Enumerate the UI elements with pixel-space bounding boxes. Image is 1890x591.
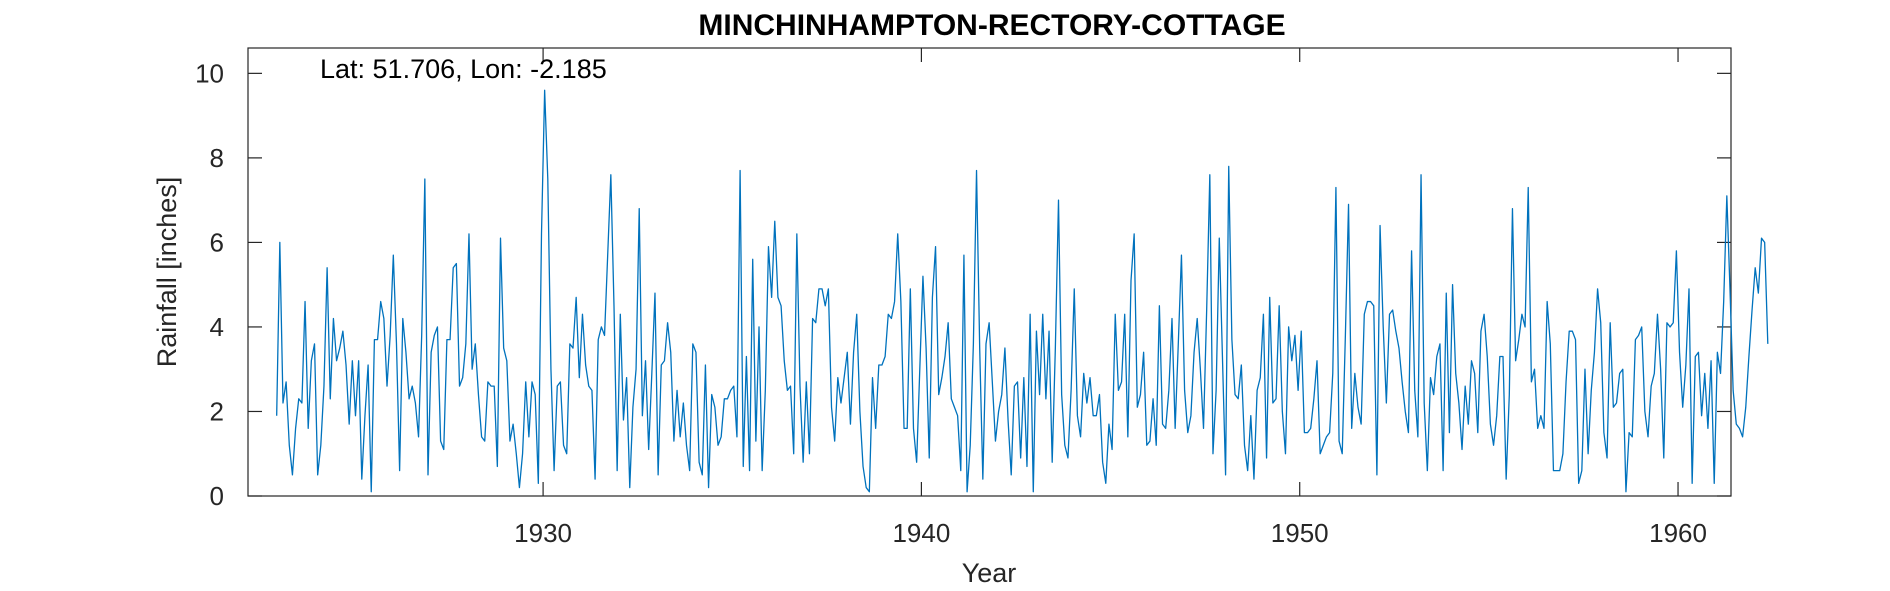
rainfall-series-line (276, 89, 1769, 493)
y-tick-label: 8 (210, 143, 224, 173)
y-ticks: 0 2 4 6 8 10 (195, 58, 1731, 511)
x-tick-label: 1950 (1271, 518, 1329, 548)
x-ticks: 1930 1940 1950 1960 (514, 48, 1707, 548)
y-tick-label: 6 (210, 227, 224, 257)
x-tick-label: 1930 (514, 518, 572, 548)
x-axis-label: Year (962, 558, 1017, 588)
x-tick-label: 1940 (892, 518, 950, 548)
x-tick-label: 1960 (1649, 518, 1707, 548)
y-tick-label: 0 (210, 481, 224, 511)
chart-title: MINCHINHAMPTON-RECTORY-COTTAGE (698, 9, 1285, 42)
location-annotation: Lat: 51.706, Lon: -2.185 (320, 54, 607, 84)
y-tick-label: 4 (210, 312, 224, 342)
y-axis-label: Rainfall [inches] (152, 177, 182, 368)
y-tick-label: 2 (210, 396, 224, 426)
y-tick-label: 10 (195, 58, 224, 88)
